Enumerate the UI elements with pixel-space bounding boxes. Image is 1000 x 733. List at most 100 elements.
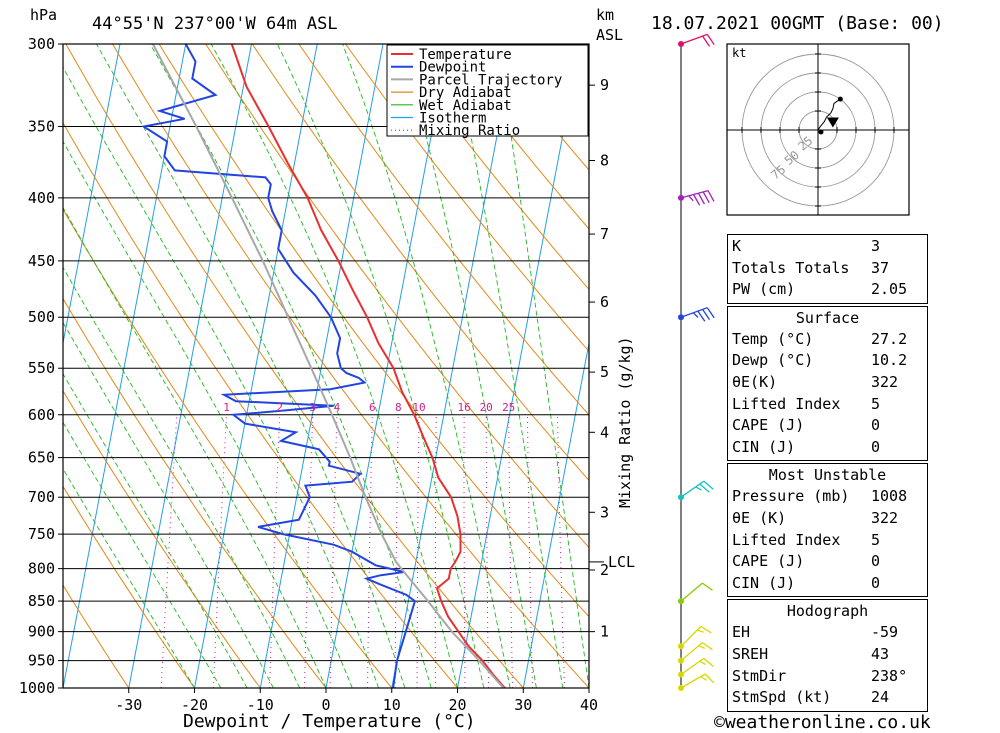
parcel-trajectory-line xyxy=(152,44,505,688)
pressure-tick-label: 600 xyxy=(28,406,55,424)
surface-row: CIN (J) 0 xyxy=(728,437,927,459)
height-tick-label: 9 xyxy=(600,76,609,94)
wind-barb-feather xyxy=(702,582,713,591)
most-unstable-row: Lifted Index 5 xyxy=(728,530,927,552)
dry-adiabat-line xyxy=(63,485,195,688)
hodograph-stat-label: StmDir xyxy=(732,666,787,685)
isotherm-line xyxy=(63,44,121,346)
hodograph-stat-label: EH xyxy=(732,623,751,642)
index-label: PW (cm) xyxy=(732,280,796,299)
hodograph-stat-label: SREH xyxy=(732,644,769,663)
height-unit: km xyxy=(596,6,614,24)
index-label: K xyxy=(732,237,742,255)
hodograph-stat-row: StmDir 238° xyxy=(728,666,927,688)
temperature-tick-label: 10 xyxy=(383,696,401,714)
wind-barb-feather xyxy=(698,645,706,649)
wet-adiabat-line xyxy=(276,44,485,688)
hodograph-stat-value: 238° xyxy=(871,666,908,685)
pressure-tick-label: 450 xyxy=(28,252,55,270)
wet-adiabat-line xyxy=(496,44,589,688)
wind-barb-feather xyxy=(688,195,694,202)
wet-adiabat-line xyxy=(63,266,301,688)
mixing-ratio-tick-label: 1 xyxy=(223,401,230,414)
surface-value: 27.2 xyxy=(871,329,908,348)
hodograph-stats-box: Hodograph EH -59 SREH 43 StmDir 238° StmSpd (k… xyxy=(727,599,928,712)
most-unstable-label: Pressure (mb) xyxy=(732,487,850,506)
wind-barb-feather xyxy=(695,486,702,491)
hodograph-unit: kt xyxy=(732,46,746,60)
surface-row: CAPE (J) 0 xyxy=(728,415,927,437)
wind-barb-feather xyxy=(704,673,715,684)
mixing-ratio-tick-label: 20 xyxy=(480,401,493,414)
location-title: 44°55'N 237°00'W 64m ASL xyxy=(92,14,338,34)
wind-barb-feather xyxy=(697,310,706,322)
surface-value: 322 xyxy=(871,372,899,391)
hodograph-stat-row: SREH 43 xyxy=(728,644,927,666)
dry-adiabat-line xyxy=(205,44,589,549)
datetime: 18.07.2021 00GMT (Base: 00) xyxy=(651,13,944,34)
surface-value: 5 xyxy=(871,394,881,413)
most-unstable-label: θE (K) xyxy=(732,508,787,527)
pressure-tick-label: 350 xyxy=(28,118,55,136)
legend-label: Dry Adiabat xyxy=(419,85,512,101)
height-tick-label: 6 xyxy=(600,293,609,311)
copyright: ©weatheronline.co.uk xyxy=(714,712,931,733)
mixing-ratio-line xyxy=(463,414,466,688)
most-unstable-box: Most Unstable Pressure (mb) 1008 θE (K) 322… xyxy=(727,463,928,598)
hodograph-stat-label: StmSpd (kt) xyxy=(732,688,832,707)
mixing-ratio-tick-label: 8 xyxy=(395,401,402,414)
wind-barb-feather xyxy=(702,35,711,47)
most-unstable-row: θE (K) 322 xyxy=(728,508,927,530)
surface-value: 10.2 xyxy=(871,351,908,370)
mixing-ratio-line xyxy=(212,414,227,688)
most-unstable-label: CIN (J) xyxy=(732,573,796,592)
plot-frame xyxy=(62,43,590,689)
surface-box: Surface Temp (°C) 27.2 Dewp (°C) 10.2 θE(K) 3… xyxy=(727,305,928,462)
mixing-ratio-line xyxy=(394,414,399,688)
pressure-tick-label: 800 xyxy=(28,560,55,578)
mixing-ratio-tick-label: 2 xyxy=(276,401,283,414)
most-unstable-label: Lifted Index xyxy=(732,530,841,549)
surface-label: CIN (J) xyxy=(732,437,796,456)
height-tick-label: 5 xyxy=(600,363,609,381)
height-tick-label: 8 xyxy=(600,152,609,170)
temperature-tick-label: 20 xyxy=(448,696,466,714)
hodograph-stats-title: Hodograph xyxy=(786,602,869,621)
most-unstable-value: 0 xyxy=(871,573,881,592)
hodograph-trace xyxy=(817,98,841,131)
dry-adiabat-line xyxy=(112,44,589,688)
stats-panel: K 3 Totals Totals 37 PW (cm) 2.05 Surface Tem… xyxy=(727,234,928,714)
storm-motion-marker xyxy=(826,117,839,128)
surface-value: 0 xyxy=(871,416,881,435)
wind-barb-feather xyxy=(703,480,714,490)
dry-adiabat-line xyxy=(63,208,393,688)
pressure-tick-label: 300 xyxy=(28,35,55,53)
pressure-tick-label: 900 xyxy=(28,623,55,641)
height-tick-label: 2 xyxy=(600,561,609,579)
wind-barb-column xyxy=(678,33,715,691)
wet-adiabat-line xyxy=(96,44,406,688)
index-value: 37 xyxy=(871,258,890,277)
lcl-label: LCL xyxy=(608,553,635,571)
wet-adiabat-line xyxy=(210,44,458,688)
dry-adiabat-line xyxy=(345,44,589,353)
temperature-tick-label: -20 xyxy=(181,696,208,714)
wind-barb-feather xyxy=(706,34,715,46)
legend-label: Parcel Trajectory xyxy=(419,72,562,88)
mixing-ratio-line xyxy=(160,414,178,688)
pressure-unit: hPa xyxy=(30,6,57,24)
mixing-ratio-line xyxy=(303,414,314,688)
wind-barb-feather xyxy=(699,660,707,666)
wind-barb-feather xyxy=(700,675,707,681)
legend-label: Dewpoint xyxy=(419,60,486,76)
wind-barb-feather xyxy=(700,625,712,634)
hodograph-stat-row: StmSpd (kt) 24 xyxy=(728,687,927,709)
wet-adiabat-line xyxy=(401,44,537,688)
most-unstable-value: 5 xyxy=(871,530,881,549)
pressure-tick-label: 650 xyxy=(28,449,55,467)
surface-label: θE(K) xyxy=(732,372,778,391)
dry-adiabat-line xyxy=(63,584,130,688)
pressure-tick-label: 500 xyxy=(28,308,55,326)
wind-barb-staff xyxy=(680,307,708,318)
